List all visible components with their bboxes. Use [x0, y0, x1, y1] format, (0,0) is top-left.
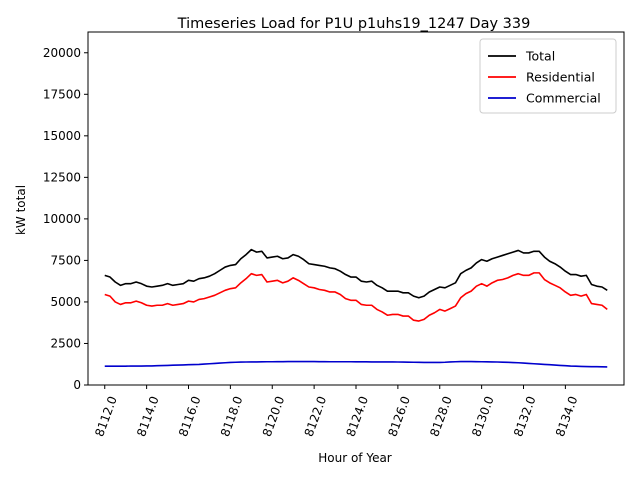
y-tick-label: 2500: [50, 336, 81, 350]
y-tick-label: 7500: [50, 253, 81, 267]
series-line-total: [104, 248, 608, 299]
legend-label-commercial: Commercial: [526, 91, 601, 106]
y-tick-label: 12500: [43, 170, 81, 184]
legend-label-total: Total: [525, 49, 555, 64]
y-tick-label: 5000: [50, 295, 81, 309]
y-tick-label: 10000: [43, 212, 81, 226]
series-layer: [104, 248, 608, 368]
legend-box: [479, 38, 617, 114]
legend-label-residential: Residential: [526, 70, 595, 85]
y-tick-label: 20000: [43, 46, 81, 60]
series-line-residential: [104, 272, 608, 322]
y-tick-label: 0: [73, 378, 81, 392]
chart-title: Timeseries Load for P1U p1uhs19_1247 Day…: [177, 16, 531, 32]
y-tick-label: 15000: [43, 129, 81, 143]
x-axis-label: Hour of Year: [318, 451, 392, 465]
series-line-commercial: [104, 360, 608, 368]
y-tick-label: 17500: [43, 87, 81, 101]
y-axis-label: kW total: [14, 185, 28, 235]
legend: Total Residential Commercial: [479, 38, 617, 114]
y-axis: 0 2500 5000 7500 10000 12500 15000 17500 20000: [43, 46, 88, 392]
